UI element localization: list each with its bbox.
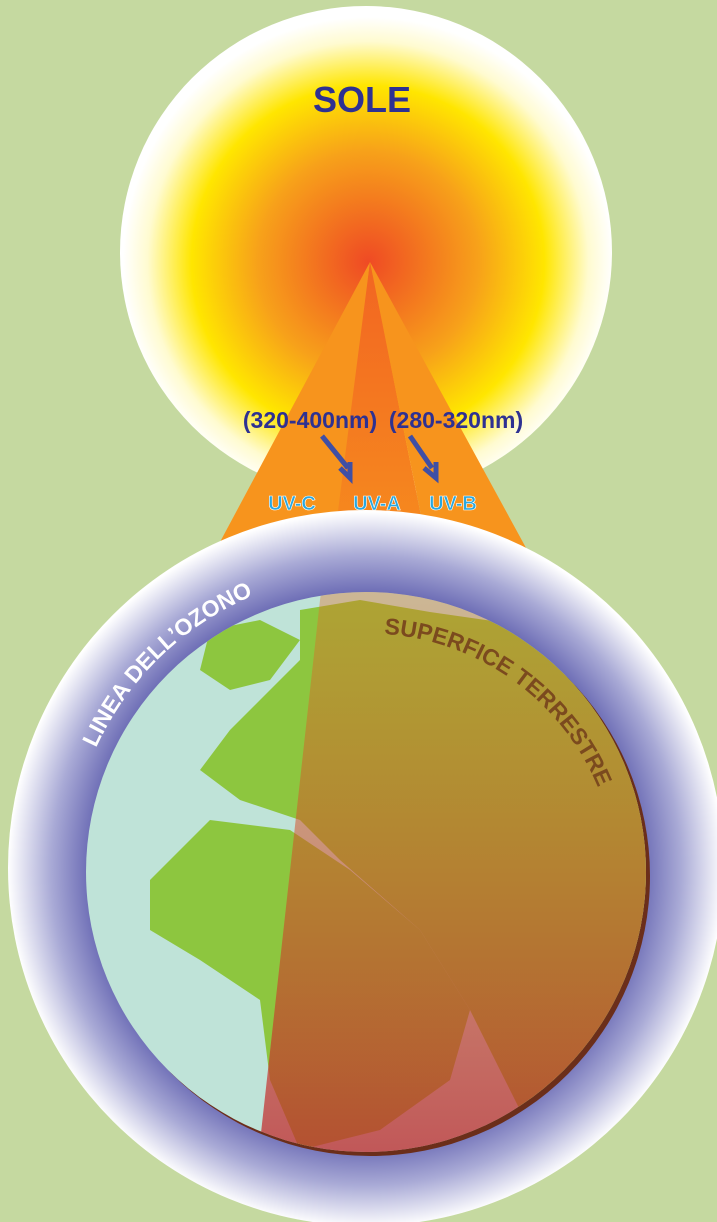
uva-range: (320-400nm) bbox=[243, 407, 377, 433]
uvb-label: UV-B bbox=[429, 493, 477, 515]
uvb-range: (280-320nm) bbox=[389, 407, 523, 433]
uvc-beam bbox=[205, 262, 370, 570]
uv-shade bbox=[258, 592, 646, 1152]
uva-label: UV-A bbox=[353, 493, 401, 515]
uva-arrow bbox=[320, 434, 353, 485]
uvb-arrow bbox=[407, 434, 439, 484]
uvc-label: UV-C bbox=[268, 493, 316, 515]
sun-label: SOLE bbox=[313, 79, 411, 120]
sun bbox=[120, 6, 612, 498]
